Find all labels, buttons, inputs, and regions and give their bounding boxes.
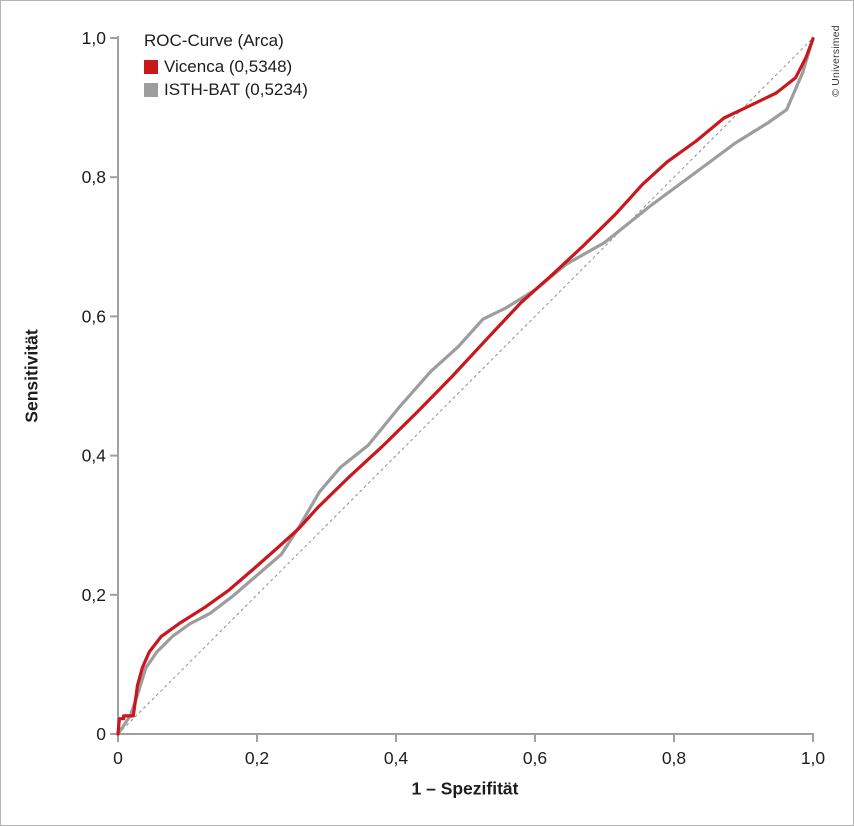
y-tick-label: 1,0 bbox=[82, 28, 107, 48]
x-tick-label: 1,0 bbox=[801, 748, 826, 768]
vicenca-color-swatch bbox=[144, 59, 158, 74]
x-tick-label: 0,2 bbox=[245, 748, 269, 768]
y-tick-label: 0,4 bbox=[82, 446, 107, 466]
legend-label-vicenca: Vicenca (0,5348) bbox=[164, 56, 293, 76]
y-axis-title: Sensitivität bbox=[21, 329, 42, 423]
roc-curve-vicenca bbox=[116, 37, 815, 736]
x-tick-label: 0 bbox=[113, 748, 123, 768]
roc-curve-isth-bat bbox=[116, 37, 815, 736]
y-tick-label: 0,8 bbox=[82, 167, 106, 187]
diagonal-reference-line bbox=[117, 37, 814, 735]
y-tick-label: 0 bbox=[96, 724, 106, 744]
x-tick-label: 0,6 bbox=[523, 748, 547, 768]
x-tick-label: 0,4 bbox=[384, 748, 409, 768]
copyright-credit: © Universimed bbox=[830, 25, 842, 97]
y-tick-label: 0,6 bbox=[82, 306, 106, 326]
legend-item-isth-bat: ISTH-BAT (0,5234) bbox=[144, 78, 308, 101]
isth-bat-color-swatch bbox=[144, 82, 158, 97]
chart-title: ROC-Curve (Arca) bbox=[144, 31, 284, 50]
x-tick-label: 0,8 bbox=[662, 748, 686, 768]
x-axis-title: 1 – Spezifität bbox=[411, 778, 519, 799]
legend-label-isth-bat: ISTH-BAT (0,5234) bbox=[164, 79, 308, 99]
chart-legend: ROC-Curve (Arca) Vicenca (0,5348) ISTH-B… bbox=[144, 31, 308, 101]
y-tick-label: 0,2 bbox=[82, 585, 106, 605]
legend-item-vicenca: Vicenca (0,5348) bbox=[144, 55, 308, 78]
